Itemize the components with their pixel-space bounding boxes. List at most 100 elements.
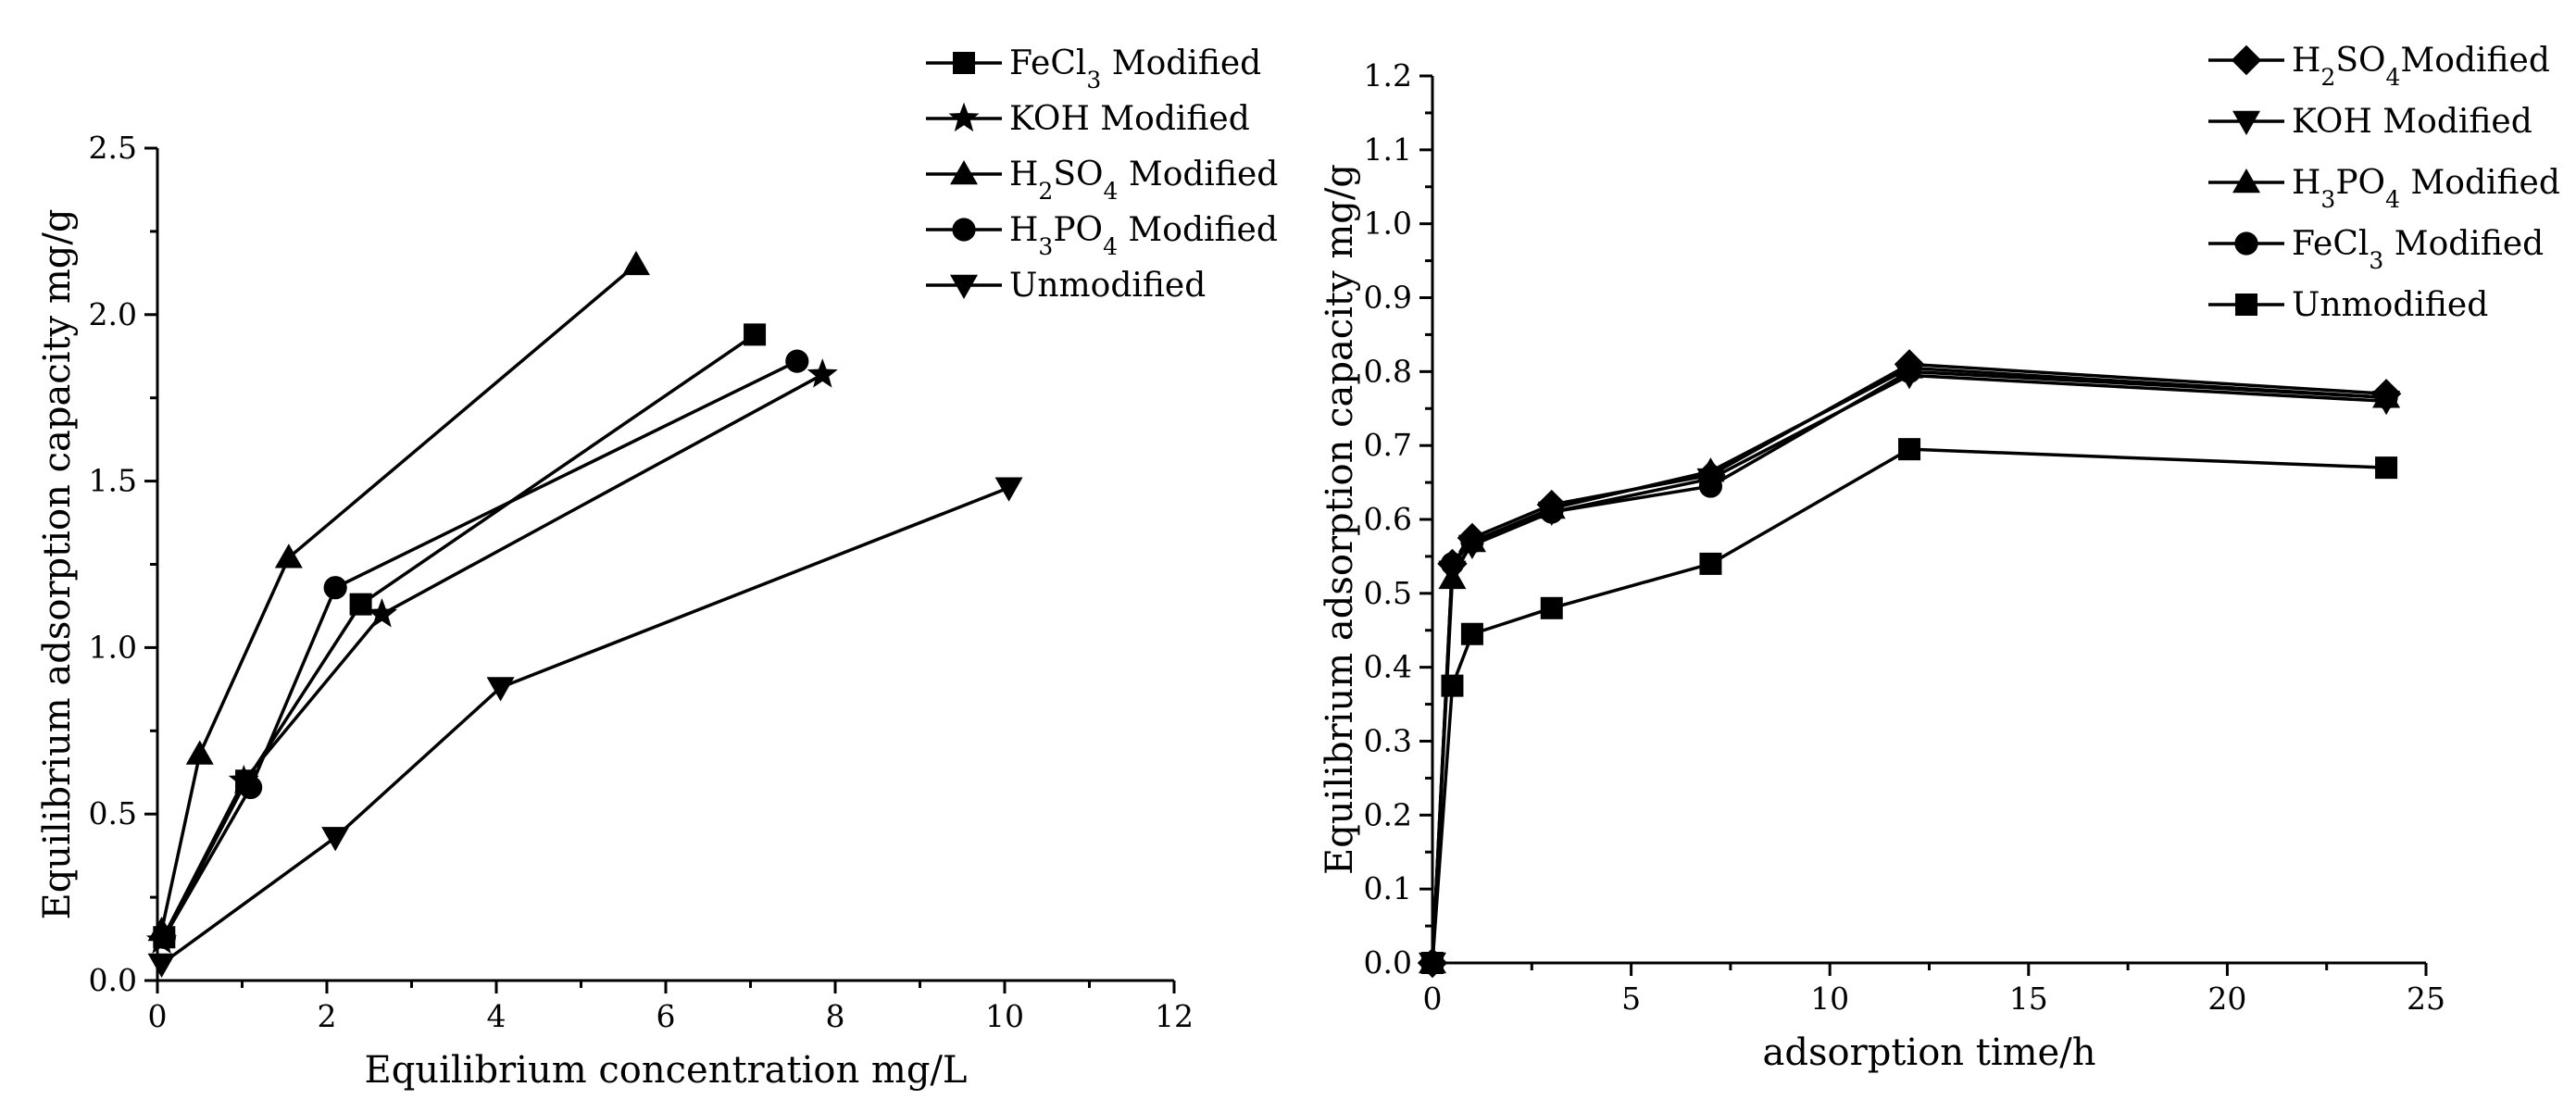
left-x-axis-title: Equilibrium concentration mg/L bbox=[365, 1049, 968, 1092]
right-data-point bbox=[2374, 385, 2398, 409]
left-series-5 bbox=[147, 477, 1023, 979]
right-data-point bbox=[1696, 457, 1725, 482]
right-y-tick-label: 0.4 bbox=[1364, 649, 1412, 685]
left-data-point bbox=[147, 953, 176, 979]
right-y-tick-label: 0.9 bbox=[1364, 280, 1412, 316]
left-y-tick-label: 2.0 bbox=[89, 296, 137, 332]
left-data-point bbox=[744, 323, 767, 346]
right-x-tick-label: 10 bbox=[1810, 981, 1849, 1017]
left-series-4 bbox=[152, 349, 809, 949]
right-y-tick-label: 0.2 bbox=[1364, 796, 1412, 832]
right-data-point bbox=[1540, 500, 1564, 524]
left-legend-marker bbox=[953, 52, 975, 74]
left-legend-label: Unmodified bbox=[1009, 267, 1206, 305]
left-y-tick-label: 1.0 bbox=[89, 629, 137, 665]
right-legend-label: H2SO4Modified bbox=[2292, 42, 2550, 91]
left-data-point bbox=[239, 775, 263, 800]
left-data-point bbox=[152, 925, 176, 949]
left-data-point bbox=[621, 250, 650, 276]
right-y-tick-label: 0.5 bbox=[1364, 575, 1412, 611]
right-data-point bbox=[1698, 474, 1723, 498]
left-y-axis-title: Equilibrium adsorption capacity mg/g bbox=[36, 209, 79, 920]
right-data-point bbox=[1460, 530, 1484, 554]
right-x-tick-label: 20 bbox=[2207, 981, 2246, 1017]
right-x-tick-label: 15 bbox=[2009, 981, 2048, 1017]
right-data-point bbox=[1699, 552, 1722, 575]
right-y-tick-label: 0.8 bbox=[1364, 353, 1412, 389]
left-x-tick-label: 2 bbox=[318, 998, 337, 1034]
right-legend-marker bbox=[2235, 294, 2257, 316]
left-data-point bbox=[185, 740, 214, 765]
right-y-tick-label: 0.3 bbox=[1364, 723, 1412, 759]
right-x-tick-label: 0 bbox=[1423, 981, 1443, 1017]
right-data-point bbox=[1421, 952, 1444, 974]
right-chart-kinetics: 0.0 0.1 0.2 0.3 0.4 0.5 0.6 0.7 0.8 0.9 1.0 1.1 1.2 0… bbox=[1319, 42, 2560, 1074]
right-y-tick-label: 1.1 bbox=[1364, 131, 1412, 168]
right-data-point bbox=[1441, 674, 1464, 697]
right-y-tick-label: 0.6 bbox=[1364, 501, 1412, 537]
left-legend-label: H2SO4 Modified bbox=[1009, 156, 1278, 205]
left-series-line bbox=[160, 486, 1010, 966]
left-data-point bbox=[321, 827, 350, 852]
left-data-point bbox=[274, 544, 303, 568]
left-legend-label: FeCl3 Modified bbox=[1009, 44, 1261, 94]
left-y-tick-label: 1.5 bbox=[89, 463, 137, 499]
left-legend-marker bbox=[952, 218, 976, 242]
right-y-tick-label: 1.0 bbox=[1364, 206, 1412, 242]
left-series-1 bbox=[153, 323, 767, 949]
left-data-point bbox=[994, 477, 1023, 502]
right-legend-marker bbox=[2232, 110, 2260, 135]
right-y-tick-label: 0.1 bbox=[1364, 870, 1412, 906]
left-data-point bbox=[785, 349, 809, 373]
right-legend-label: FeCl3 Modified bbox=[2292, 225, 2544, 274]
right-x-tick-label: 5 bbox=[1621, 981, 1641, 1017]
left-x-tick-label: 4 bbox=[487, 998, 506, 1034]
right-data-point bbox=[1540, 596, 1563, 619]
left-x-tick-label: 0 bbox=[148, 998, 168, 1034]
right-x-axis-title: adsorption time/h bbox=[1763, 1031, 2096, 1074]
left-data-point bbox=[366, 598, 398, 628]
right-legend-marker bbox=[2232, 169, 2260, 194]
right-legend-label: KOH Modified bbox=[2292, 103, 2532, 141]
left-x-tick-label: 6 bbox=[657, 998, 676, 1034]
left-x-tick-label: 10 bbox=[985, 998, 1024, 1034]
left-data-point bbox=[349, 593, 372, 616]
left-legend-marker bbox=[950, 160, 978, 185]
left-y-tick-label: 0.5 bbox=[89, 795, 137, 831]
right-series-5 bbox=[1421, 438, 2398, 974]
right-x-tick-label: 25 bbox=[2407, 981, 2445, 1017]
right-series-line bbox=[1431, 447, 2387, 964]
right-legend-marker bbox=[2231, 44, 2262, 76]
left-series-line bbox=[160, 372, 824, 942]
right-data-point bbox=[1440, 552, 1465, 576]
right-data-point bbox=[1897, 359, 1921, 383]
left-series-line bbox=[162, 359, 798, 939]
left-y-tick-label: 2.5 bbox=[89, 130, 137, 166]
left-chart-isotherm: 0.0 0.5 1.0 1.5 2.0 2.5 0 2 4 6 8 10 12 Equilibrium c… bbox=[36, 44, 1278, 1092]
right-y-tick-label: 0.7 bbox=[1364, 427, 1412, 463]
right-y-tick-label: 0.0 bbox=[1364, 944, 1412, 981]
left-data-point bbox=[486, 677, 515, 702]
left-y-tick-label: 0.0 bbox=[89, 962, 137, 998]
left-legend-marker bbox=[948, 102, 980, 132]
right-legend-label: H3PO4 Modified bbox=[2292, 164, 2560, 213]
right-data-point bbox=[2375, 456, 2398, 480]
left-legend-marker bbox=[950, 274, 978, 299]
left-legend-label: KOH Modified bbox=[1009, 100, 1250, 138]
right-data-point bbox=[1898, 438, 1921, 461]
left-data-point bbox=[807, 358, 838, 388]
left-x-tick-label: 8 bbox=[826, 998, 845, 1034]
left-series-line bbox=[159, 263, 638, 931]
left-series-2 bbox=[146, 358, 838, 954]
left-legend-label: H3PO4 Modified bbox=[1009, 211, 1278, 260]
right-legend-marker bbox=[2234, 231, 2258, 256]
right-legend: H2SO4Modified KOH Modified H3PO4 Modified F… bbox=[2208, 42, 2560, 324]
left-legend: FeCl3 Modified KOH Modified H2SO4 Modified… bbox=[926, 44, 1278, 305]
right-y-tick-label: 1.2 bbox=[1364, 57, 1412, 94]
left-x-tick-label: 12 bbox=[1155, 998, 1194, 1034]
right-legend-label: Unmodified bbox=[2292, 286, 2488, 324]
right-y-axis-title: Equilibrium adsorption capacity mg/g bbox=[1319, 164, 1361, 875]
right-data-point bbox=[1460, 622, 1483, 645]
left-data-point bbox=[323, 576, 347, 600]
